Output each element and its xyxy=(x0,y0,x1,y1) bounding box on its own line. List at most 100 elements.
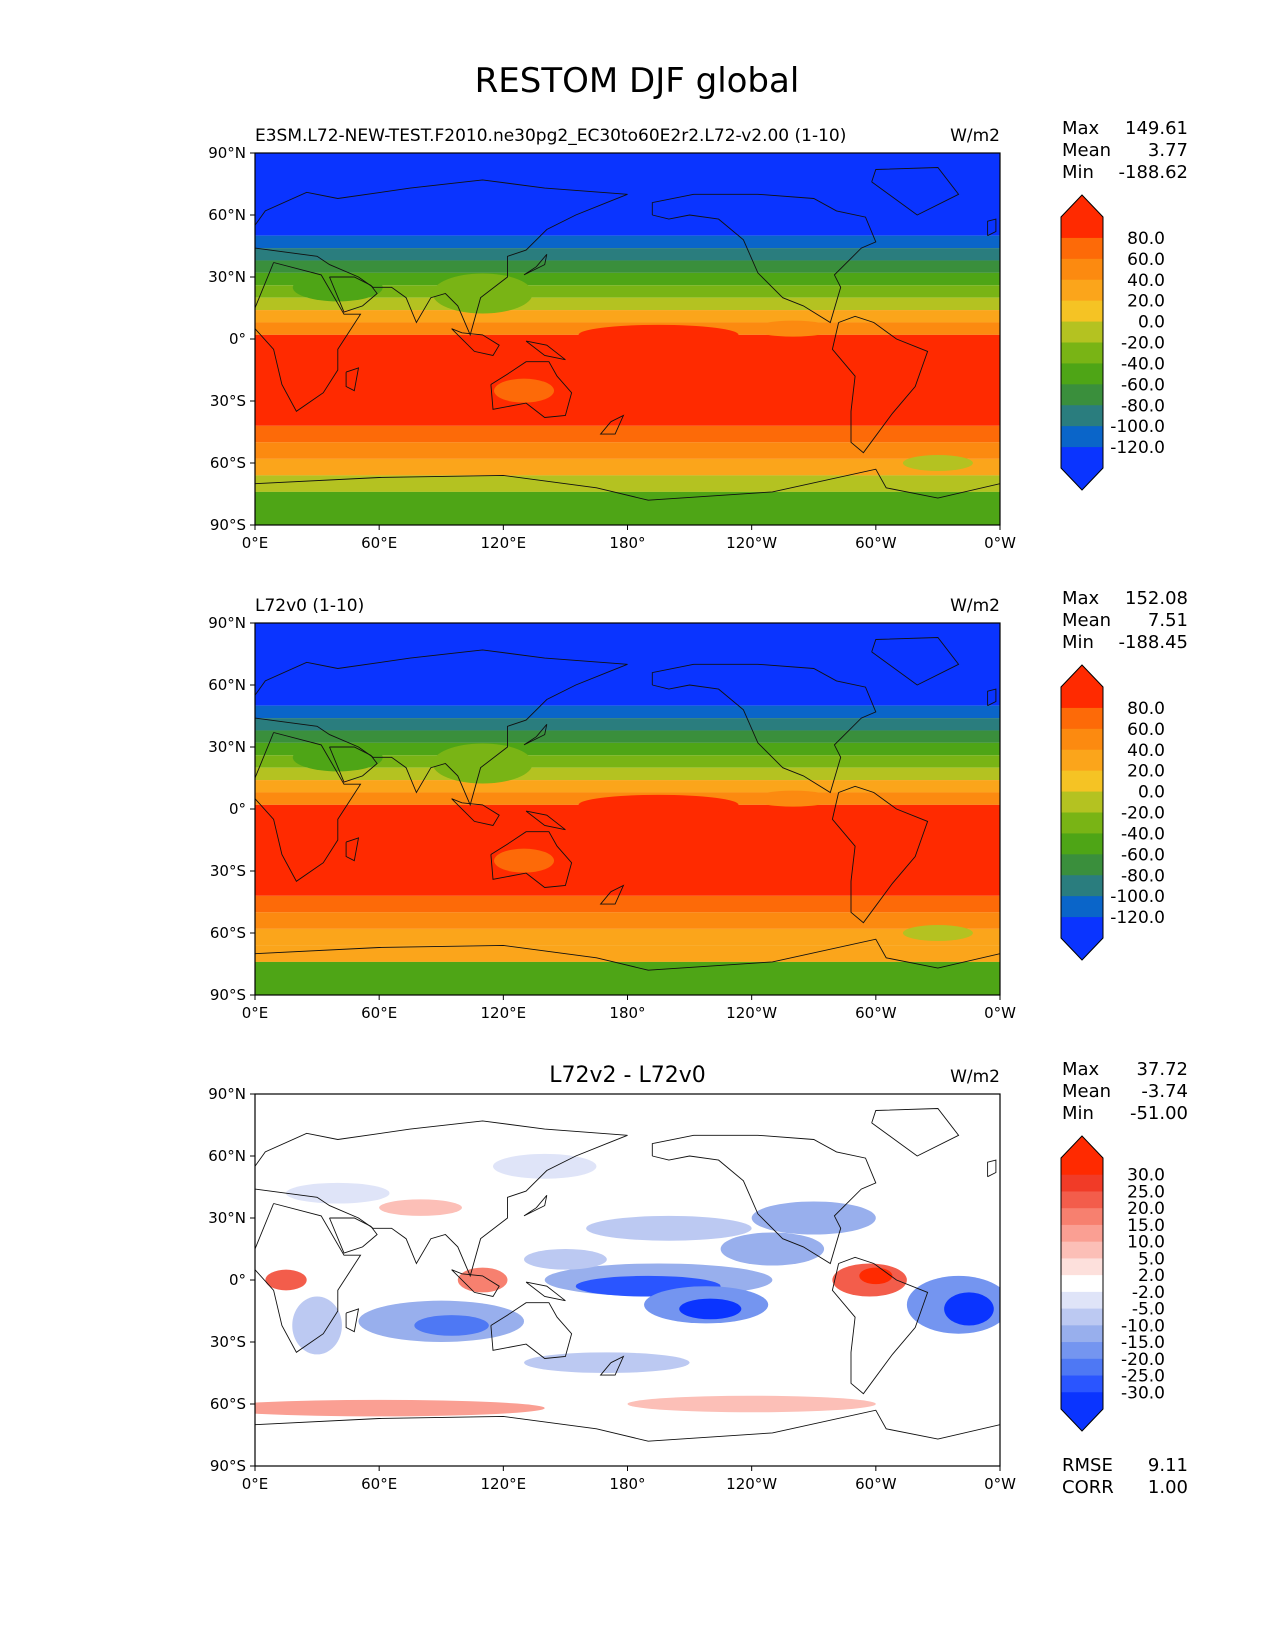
contour-band xyxy=(255,442,1000,459)
colorbar-tick-label: -40.0 xyxy=(1121,824,1165,844)
colorbar-segment xyxy=(1061,707,1103,730)
colorbar-tick-label: -120.0 xyxy=(1110,438,1165,458)
colorbar-tick-label: -60.0 xyxy=(1121,845,1165,865)
colorbar-segment xyxy=(1061,279,1103,302)
coastline-africa xyxy=(255,1203,362,1353)
y-tick-label: 90°S xyxy=(210,1457,246,1475)
colorbar-tick-label: 10.0 xyxy=(1127,1233,1165,1253)
colorbar-extend-max xyxy=(1061,195,1103,217)
stat-value: 152.08 xyxy=(1125,588,1188,609)
coastline-eurasia xyxy=(255,649,628,807)
colorbar-segment xyxy=(1061,405,1103,427)
panel-title: L72v2 - L72v0 xyxy=(549,1063,705,1088)
anomaly-patch xyxy=(492,1153,597,1179)
colorbar-segment xyxy=(1061,1358,1103,1377)
colorbar-extend-min xyxy=(1061,938,1103,960)
colorbar-tick-label: 2.0 xyxy=(1138,1266,1165,1286)
colorbar-tick-label: -120.0 xyxy=(1110,908,1165,928)
colorbar-tick-label: -40.0 xyxy=(1121,354,1165,374)
coastline-arabia xyxy=(329,746,378,783)
colorbar-segment xyxy=(1061,300,1103,323)
contour-band xyxy=(255,310,1000,323)
anomaly-patch xyxy=(944,1292,994,1326)
colorbar-segment xyxy=(1061,896,1103,918)
coastline-greenland xyxy=(871,167,960,216)
stat-label: Min xyxy=(1062,1103,1094,1124)
coastlines xyxy=(255,1108,1000,1466)
contour-field xyxy=(255,623,1000,995)
coastline-indonesia xyxy=(451,328,500,357)
colorbar-segment xyxy=(1061,426,1103,448)
stat-label: Max xyxy=(1062,1059,1100,1080)
x-tick-label: 120°E xyxy=(481,534,527,552)
extra-stat-value: 9.11 xyxy=(1148,1455,1188,1476)
x-tick-label: 180° xyxy=(609,534,645,552)
colorbar-segment xyxy=(1061,1158,1103,1176)
coastline-samerica xyxy=(831,315,929,454)
x-tick-label: 60°E xyxy=(361,534,397,552)
colorbar-segment xyxy=(1061,875,1103,897)
colorbar-outline xyxy=(1060,664,1104,961)
colorbar-tick-label: 40.0 xyxy=(1127,271,1165,291)
colorbar-segment xyxy=(1061,258,1103,281)
coastline-greenland xyxy=(871,637,960,686)
colorbar-tick-label: -10.0 xyxy=(1121,1316,1165,1336)
coastline-samerica xyxy=(831,785,929,924)
anomaly-patch xyxy=(751,1201,876,1235)
contour-band xyxy=(255,912,1000,929)
colorbar-segment xyxy=(1061,342,1103,364)
coastline-australia xyxy=(490,361,573,418)
colorbar-outline xyxy=(1060,194,1104,491)
contour-band xyxy=(255,475,1000,492)
contour-field xyxy=(255,1094,1000,1466)
x-tick-label: 0°E xyxy=(242,534,269,552)
colorbar-tick-label: -100.0 xyxy=(1110,887,1165,907)
coastline-arabia xyxy=(329,276,378,313)
anomaly-patch xyxy=(292,1296,342,1355)
coastline-antarctica xyxy=(255,468,1000,525)
x-tick-label: 0°E xyxy=(242,1475,269,1493)
y-tick-label: 30°N xyxy=(208,268,246,286)
coastline-madagascar xyxy=(345,837,360,862)
colorbar-tick-label: -15.0 xyxy=(1121,1333,1165,1353)
colorbar-tick-label: 60.0 xyxy=(1127,720,1165,740)
extra-stat-label: RMSE xyxy=(1062,1455,1113,1476)
colorbar: 30.025.020.015.010.05.02.0-2.0-5.0-10.0-… xyxy=(1060,1135,1165,1432)
anomaly-patch xyxy=(457,1267,508,1293)
contour-patch xyxy=(902,455,973,471)
coastline-arabia xyxy=(329,1217,378,1254)
panel-2: 0°E 60°E 120°E 180° 120°W 60°W 0°W 90°N 60°N 30°N… xyxy=(208,588,1188,1022)
contour-field xyxy=(255,153,1000,525)
colorbar-tick-label: 20.0 xyxy=(1127,1199,1165,1219)
colorbar-tick-label: 0.0 xyxy=(1138,313,1165,333)
colorbar-tick-label: 80.0 xyxy=(1127,699,1165,719)
coastline-greenland xyxy=(871,1108,960,1157)
extra-stat-label: CORR xyxy=(1062,1477,1114,1498)
coastline-indonesia xyxy=(451,1269,500,1298)
colorbar-tick-label: -20.0 xyxy=(1121,804,1165,824)
y-tick-label: 0° xyxy=(229,800,246,818)
colorbar-segment xyxy=(1061,1375,1103,1393)
anomaly-patch xyxy=(255,1399,545,1417)
contour-band xyxy=(255,272,1000,286)
x-tick-label: 120°E xyxy=(481,1475,527,1493)
colorbar-segment xyxy=(1061,1275,1103,1293)
colorbar-segment xyxy=(1061,770,1103,793)
coastline-nz xyxy=(599,1355,625,1376)
figure-title: RESTOM DJF global xyxy=(475,61,800,101)
panel-1: 0°E 60°E 120°E 180° 120°W 60°W 0°W 90°N 60°N 30°N… xyxy=(208,118,1188,552)
x-tick-label: 0°E xyxy=(242,1004,269,1022)
y-tick-label: 30°N xyxy=(208,738,246,756)
colorbar: 80.060.040.020.00.0-20.0-40.0-60.0-80.0-… xyxy=(1060,194,1165,491)
colorbar-extend-min xyxy=(1061,1409,1103,1431)
colorbar-segment xyxy=(1061,1208,1103,1226)
contour-band xyxy=(255,248,1000,261)
contour-patch xyxy=(494,378,555,403)
coastline-madagascar xyxy=(345,367,360,392)
contour-patch xyxy=(432,273,533,314)
colorbar-segment xyxy=(1061,1241,1103,1259)
colorbar-segment xyxy=(1061,854,1103,876)
colorbar-segment xyxy=(1061,917,1103,939)
colorbar-tick-label: 0.0 xyxy=(1138,783,1165,803)
contour-band xyxy=(255,425,1000,443)
